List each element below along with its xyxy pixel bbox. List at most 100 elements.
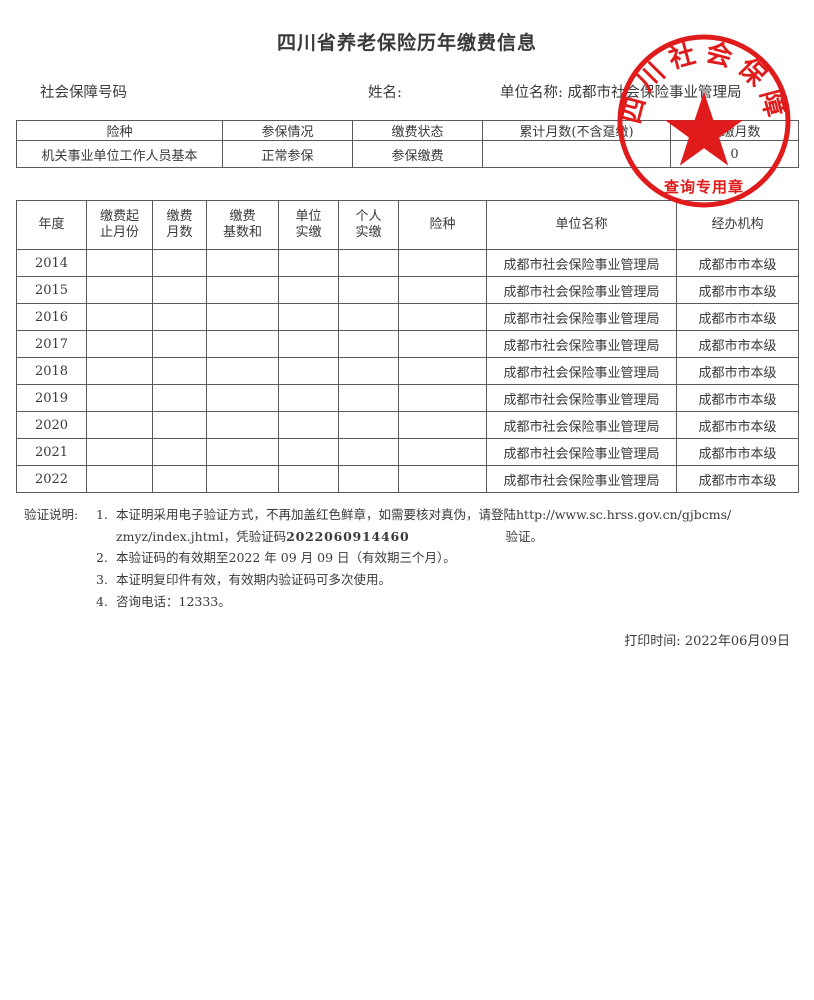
cell-pay-period xyxy=(86,249,153,277)
cell-pay-months xyxy=(152,330,207,358)
cell-pay-base-sum xyxy=(206,249,279,277)
cell-insurance-type xyxy=(398,330,487,358)
detail-col-pay-period-l1: 缴费起 xyxy=(99,208,139,224)
notes-label: 验证说明: xyxy=(24,507,79,522)
detail-col-pay-months: 缴费 月数 xyxy=(152,200,207,250)
cell-pay-months xyxy=(152,357,207,385)
cell-pay-months xyxy=(152,411,207,439)
cell-unit-name: 成都市社会保险事业管理局 xyxy=(486,249,677,277)
cell-unit-name: 成都市社会保险事业管理局 xyxy=(486,465,677,493)
table-row: 2017 成都市社会保险事业管理局 成都市市本级 xyxy=(16,330,799,358)
detail-col-agency: 经办机构 xyxy=(676,200,799,250)
detail-col-insurance-type: 险种 xyxy=(398,200,487,250)
cell-enrollment-status: 正常参保 xyxy=(222,140,353,168)
list-item: 3. 本证明复印件有效，有效期内验证码可多次使用。 xyxy=(24,570,794,591)
cell-year: 2021 xyxy=(16,438,87,466)
cell-agency: 成都市市本级 xyxy=(676,411,799,439)
cell-pay-base-sum xyxy=(206,465,279,493)
cell-agency: 成都市市本级 xyxy=(676,276,799,304)
cell-insurance-type xyxy=(398,303,487,331)
cell-pay-months xyxy=(152,303,207,331)
cell-personal-paid xyxy=(338,411,399,439)
detail-col-insurance-type-l1: 险种 xyxy=(429,216,456,232)
note-text-1-line2-pre: zmyz/index.jhtml，凭验证码 xyxy=(116,528,287,544)
verification-notes: 验证说明: 1. 本证明采用电子验证方式，不再加盖红色鲜章，如需要核对真伪，请登… xyxy=(24,505,794,613)
cell-year: 2017 xyxy=(16,330,87,358)
cell-insurance-type xyxy=(398,384,487,412)
cell-pay-period xyxy=(86,330,153,358)
cell-unit-name: 成都市社会保险事业管理局 xyxy=(486,357,677,385)
detail-col-unit-name: 单位名称 xyxy=(486,200,677,250)
detail-col-year-l1: 年度 xyxy=(38,216,65,232)
cell-unit-name: 成都市社会保险事业管理局 xyxy=(486,330,677,358)
cell-unit-paid xyxy=(278,330,339,358)
note-number-1: 1. xyxy=(96,507,108,522)
unit-name-field: 单位名称: 成都市社会保险事业管理局 xyxy=(500,81,742,102)
cell-unit-name: 成都市社会保险事业管理局 xyxy=(486,303,677,331)
list-item: 4. 咨询电话：12333。 xyxy=(24,592,794,613)
table-row: 2019 成都市社会保险事业管理局 成都市市本级 xyxy=(16,384,799,412)
cell-unit-paid xyxy=(278,384,339,412)
cell-pay-base-sum xyxy=(206,411,279,439)
cell-unit-name: 成都市社会保险事业管理局 xyxy=(486,276,677,304)
cell-pay-period xyxy=(86,438,153,466)
summary-header-row: 险种 参保情况 缴费状态 累计月数(不含趸缴) 趸缴月数 xyxy=(16,120,799,141)
note-number-4: 4. xyxy=(96,593,108,609)
cell-personal-paid xyxy=(338,276,399,304)
detail-col-pay-period: 缴费起 止月份 xyxy=(86,200,153,250)
cell-unit-name: 成都市社会保险事业管理局 xyxy=(486,411,677,439)
cell-pay-base-sum xyxy=(206,438,279,466)
cell-pay-period xyxy=(86,303,153,331)
cell-cumulative-months xyxy=(482,140,671,168)
cell-pay-base-sum xyxy=(206,276,279,304)
print-time-label: 打印时间: xyxy=(624,634,681,649)
detail-col-personal-paid-l1: 个人 xyxy=(355,208,382,224)
cell-unit-name: 成都市社会保险事业管理局 xyxy=(486,438,677,466)
cell-pay-months xyxy=(152,384,207,412)
cell-pay-period xyxy=(86,357,153,385)
note-text-1-line1: 本证明采用电子验证方式，不再加盖红色鲜章，如需要核对真伪，请登陆http://w… xyxy=(116,507,732,522)
list-item: 1. 本证明采用电子验证方式，不再加盖红色鲜章，如需要核对真伪，请登陆http:… xyxy=(24,505,794,526)
cell-unit-paid xyxy=(278,411,339,439)
cell-pay-base-sum xyxy=(206,357,279,385)
cell-agency: 成都市市本级 xyxy=(676,303,799,331)
cell-agency: 成都市市本级 xyxy=(676,330,799,358)
cell-pay-months xyxy=(152,276,207,304)
cell-pay-period xyxy=(86,384,153,412)
cell-unit-name: 成都市社会保险事业管理局 xyxy=(486,384,677,412)
table-row: 2014 成都市社会保险事业管理局 成都市市本级 xyxy=(16,249,799,277)
verification-code: 2022060914460 xyxy=(286,528,410,544)
cell-pay-period xyxy=(86,276,153,304)
cell-insurance-type xyxy=(398,411,487,439)
cell-agency: 成都市市本级 xyxy=(676,384,799,412)
detail-col-personal-paid: 个人 实缴 xyxy=(338,200,399,250)
detail-col-unit-name-l1: 单位名称 xyxy=(555,216,608,232)
cell-personal-paid xyxy=(338,303,399,331)
cell-insurance-type xyxy=(398,465,487,493)
cell-insurance-type xyxy=(398,276,487,304)
summary-table-container: 险种 参保情况 缴费状态 累计月数(不含趸缴) 趸缴月数 机关事业单位工作人员基… xyxy=(16,120,799,168)
name-label: 姓名: xyxy=(368,85,402,101)
cell-pay-months xyxy=(152,438,207,466)
detail-col-pay-base-sum: 缴费 基数和 xyxy=(206,200,279,250)
cell-pay-base-sum xyxy=(206,384,279,412)
cell-insurance-type xyxy=(398,357,487,385)
list-item: 2. 本验证码的有效期至2022 年 09 月 09 日（有效期三个月）。 xyxy=(24,548,794,569)
table-row: 2015 成都市社会保险事业管理局 成都市市本级 xyxy=(16,276,799,304)
cell-unit-paid xyxy=(278,357,339,385)
detail-table-container: 年度 缴费起 止月份 缴费 月数 缴费 基数和 单位 xyxy=(16,200,799,493)
cell-personal-paid xyxy=(338,384,399,412)
detail-col-unit-paid: 单位 实缴 xyxy=(278,200,339,250)
cell-pay-months xyxy=(152,465,207,493)
cell-lumpsum-months: 0 xyxy=(670,140,799,168)
detail-col-pay-months-l2: 月数 xyxy=(166,225,193,240)
cell-unit-paid xyxy=(278,276,339,304)
cell-personal-paid xyxy=(338,465,399,493)
cell-agency: 成都市市本级 xyxy=(676,438,799,466)
identity-header: 社会保障号码 姓名: 单位名称: 成都市社会保险事业管理局 xyxy=(0,75,814,109)
cell-pay-period xyxy=(86,465,153,493)
unit-name-label: 单位名称: xyxy=(500,85,563,101)
cell-pay-base-sum xyxy=(206,303,279,331)
cell-unit-paid xyxy=(278,438,339,466)
cell-agency: 成都市市本级 xyxy=(676,357,799,385)
